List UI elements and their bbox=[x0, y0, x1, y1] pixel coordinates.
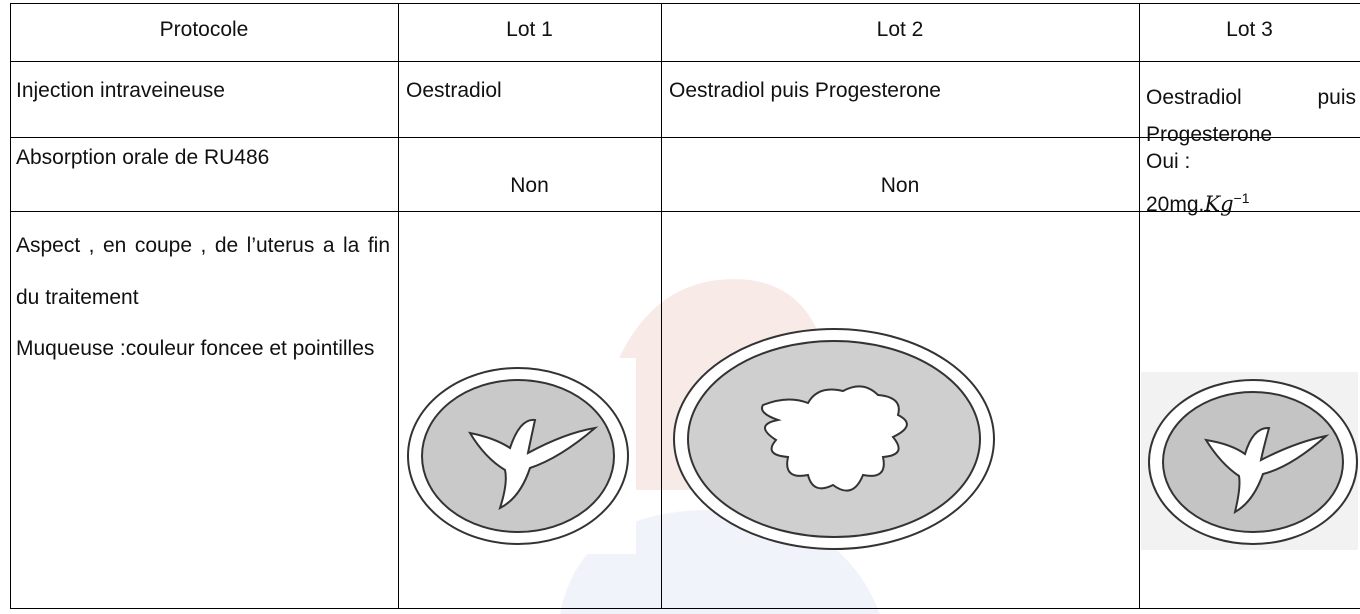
text: 20mg. bbox=[1146, 193, 1205, 216]
cell: Oestradiol puis Progesterone bbox=[669, 79, 941, 102]
cell-line: Oui : bbox=[1146, 150, 1191, 173]
paragraph: Muqueuse :couleur foncee et pointilles bbox=[16, 337, 375, 360]
header-cell: Lot 2 bbox=[876, 18, 924, 41]
cell: Oestradiol bbox=[406, 79, 502, 102]
rule bbox=[10, 608, 1360, 609]
row-label: Aspect , en coupe , de l’uterus a la fin… bbox=[16, 220, 390, 375]
uterus-image bbox=[1141, 372, 1358, 550]
cell: Oestradiol puis Progesterone bbox=[1146, 86, 1356, 146]
cell: Non bbox=[510, 174, 549, 197]
cell-line: 20mg.Kg−1 bbox=[1146, 180, 1249, 223]
paragraph: Aspect , en coupe , de l’uterus a la fin… bbox=[16, 234, 390, 309]
rule bbox=[10, 211, 1360, 212]
header-cell: Lot 1 bbox=[506, 18, 553, 41]
rule bbox=[10, 137, 1360, 138]
row-label: Injection intraveineuse bbox=[16, 79, 225, 102]
header-cell: Protocole bbox=[159, 18, 249, 41]
rule bbox=[661, 3, 662, 609]
math: Kg bbox=[1204, 192, 1234, 216]
uterus-image bbox=[673, 328, 995, 550]
cell: Non bbox=[880, 174, 920, 197]
exponent: −1 bbox=[1233, 190, 1250, 206]
rule bbox=[10, 3, 1360, 4]
uterus-image bbox=[400, 358, 636, 554]
cell: Oui : 20mg.Kg−1 bbox=[1146, 143, 1249, 223]
rule bbox=[1139, 3, 1140, 609]
rule bbox=[398, 3, 399, 609]
rule bbox=[10, 61, 1360, 62]
header-cell: Lot 3 bbox=[1226, 18, 1273, 41]
rule bbox=[10, 3, 11, 609]
row-label: Absorption orale de RU486 bbox=[16, 146, 270, 169]
